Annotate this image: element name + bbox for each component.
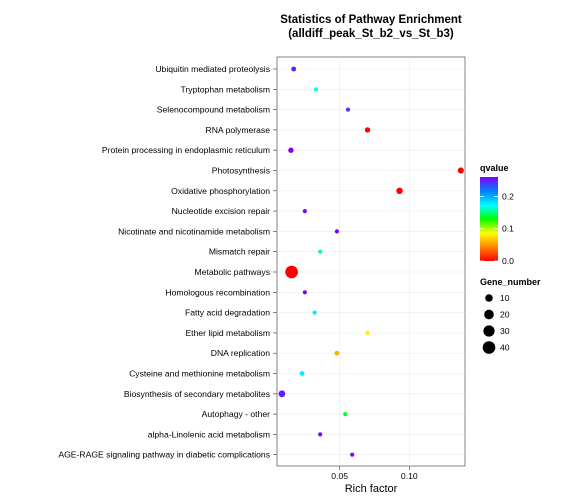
data-point [457, 167, 464, 174]
y-tick-label: Homologous recombination [165, 287, 270, 297]
color-legend-bar [480, 177, 498, 261]
data-point [278, 390, 286, 398]
y-tick-label: Photosynthesis [212, 166, 270, 176]
data-point [318, 432, 323, 437]
y-tick-label: RNA polymerase [206, 125, 271, 135]
data-point [334, 229, 339, 234]
data-point [334, 350, 340, 356]
data-point [345, 107, 351, 112]
y-tick-label: Metabolic pathways [195, 267, 270, 277]
size-legend-label: 30 [500, 326, 510, 336]
data-point [313, 87, 319, 92]
data-point [302, 209, 307, 214]
size-legend-circle [482, 341, 496, 354]
size-legend-title: Gene_number [480, 277, 541, 287]
data-point [299, 371, 305, 376]
y-axis-labels: Ubiquitin mediated proteolysis Tryptophan… [58, 64, 277, 460]
data-point [288, 147, 294, 153]
y-tick-label: Fatty acid degradation [185, 308, 270, 318]
plot-panel [276, 56, 466, 467]
x-axis-label: Rich factor [345, 483, 398, 495]
y-tick-label: Selenocompound metabolism [157, 105, 270, 115]
y-tick-label: alpha-Linolenic acid metabolism [148, 429, 270, 439]
x-tick-label: 0.05 [331, 471, 348, 481]
size-legend-label: 40 [500, 343, 510, 353]
data-point [302, 290, 307, 295]
y-tick-label: Ubiquitin mediated proteolysis [155, 64, 270, 74]
x-axis-ticks: 0.05 0.10 [331, 466, 418, 481]
size-legend-circle [484, 309, 494, 320]
color-legend-title: qvalue [480, 163, 509, 173]
data-point [291, 66, 297, 72]
color-tick-label: 0.1 [502, 224, 514, 234]
size-legend: Gene_number 10 20 30 40 [480, 277, 541, 354]
size-legend-keys: 10 20 30 40 [482, 293, 510, 354]
grid-lines [277, 57, 465, 466]
size-legend-label: 10 [500, 293, 510, 303]
y-tick-label: Oxidative phosphorylation [171, 186, 270, 196]
chart-title-line1: Statistics of Pathway Enrichment [280, 14, 462, 26]
y-tick-label: DNA replication [211, 348, 270, 358]
data-point [285, 265, 298, 279]
y-tick-label: Cysteine and methionine metabolism [129, 369, 270, 379]
color-tick-label: 0.0 [502, 256, 514, 266]
size-legend-label: 20 [500, 310, 510, 320]
y-tick-label: Nucleotide excision repair [172, 206, 271, 216]
y-tick-label: Autophagy - other [202, 409, 270, 419]
y-tick-label: Ether lipid metabolism [185, 328, 270, 338]
y-tick-label: AGE-RAGE signaling pathway in diabetic c… [58, 450, 270, 460]
data-point [350, 452, 355, 457]
y-tick-label: Mismatch repair [209, 247, 270, 257]
data-point [318, 249, 323, 254]
data-point [343, 412, 348, 417]
data-point [396, 187, 403, 195]
color-legend-ticks: 0.0 0.1 0.2 [480, 191, 514, 266]
x-tick-label: 0.10 [401, 471, 418, 481]
data-point [312, 310, 317, 315]
data-point [364, 127, 371, 133]
y-tick-label: Biosynthesis of secondary metabolites [124, 389, 270, 399]
y-tick-label: Protein processing in endoplasmic reticu… [102, 145, 270, 155]
color-legend: qvalue 0.0 0.1 0.2 [480, 163, 514, 266]
chart-title-line2: (alldiff_peak_St_b2_vs_St_b3) [288, 28, 454, 40]
y-tick-label: Nicotinate and nicotinamide metabolism [118, 226, 270, 236]
y-tick-label: Tryptophan metabolism [181, 84, 270, 94]
data-point [365, 330, 370, 335]
data-points [278, 66, 464, 457]
color-tick-label: 0.2 [502, 191, 514, 201]
size-legend-circle [483, 325, 495, 337]
size-legend-circle [485, 294, 493, 302]
